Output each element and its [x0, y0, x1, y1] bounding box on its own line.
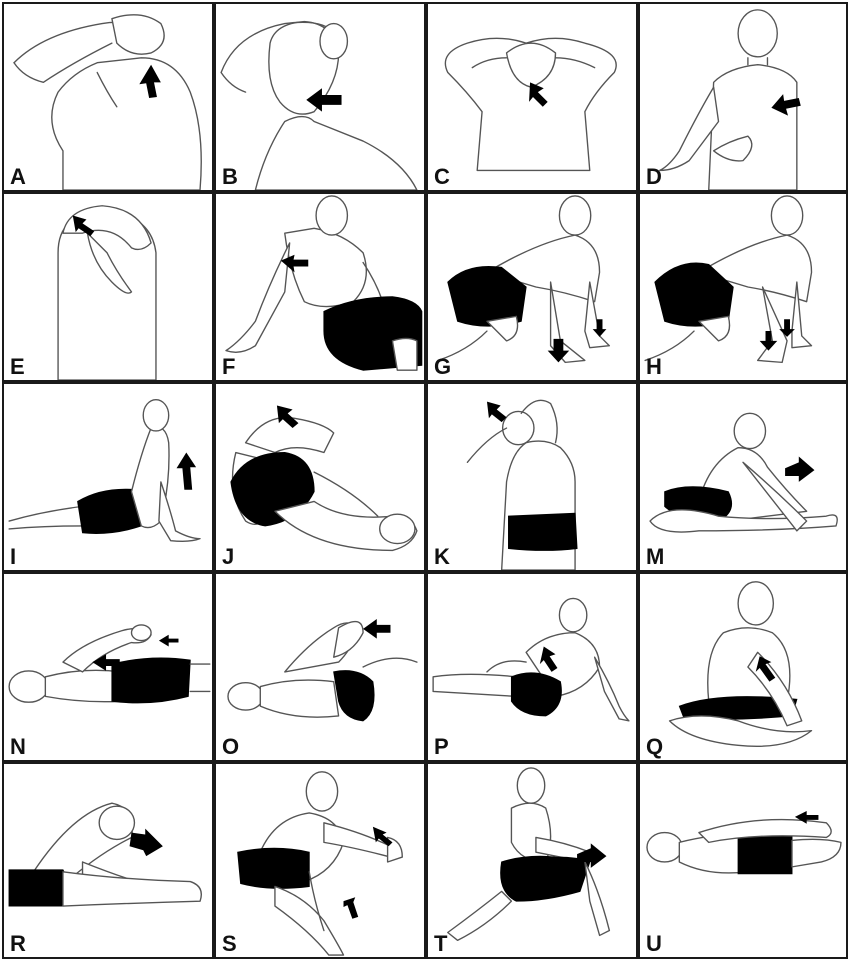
standing-neck-stretch-figure — [466, 399, 578, 570]
panel-label: S — [222, 931, 237, 956]
panel-label: B — [222, 164, 238, 189]
arrow-indicator — [158, 634, 179, 647]
arrow-indicator — [759, 331, 778, 351]
panel-label: J — [222, 544, 235, 569]
panel-label: U — [646, 931, 662, 956]
panel-f: F — [214, 192, 426, 382]
panel-u: U — [638, 762, 848, 959]
panel-p: P — [426, 572, 638, 762]
neck-side-stretch-figure — [220, 20, 418, 190]
panel-n: N — [2, 572, 214, 762]
arrow-indicator — [547, 338, 570, 363]
neck-flexion-stretch-figure — [444, 37, 617, 172]
panel-label: I — [10, 544, 17, 569]
arrow-indicator — [592, 319, 607, 337]
panel-q: Q — [638, 572, 848, 762]
panel-g: G — [426, 192, 638, 382]
arrow-indicator — [755, 656, 776, 682]
panel-label: H — [646, 354, 662, 379]
panel-i: I — [2, 382, 214, 572]
kneeling-forearm-stretch-figure — [644, 195, 813, 364]
panel-k: K — [426, 382, 638, 572]
cobra-stretch-figure — [8, 398, 201, 542]
seated-twist-figure — [432, 597, 630, 722]
panel-label: G — [434, 354, 452, 379]
panel-t: T — [426, 762, 638, 959]
panel-label: O — [222, 734, 240, 759]
seated-chest-stretch-figure — [225, 195, 423, 371]
panel-o: O — [214, 572, 426, 762]
arrow-indicator — [363, 619, 391, 639]
panel-a: A — [2, 2, 214, 192]
arrow-indicator — [486, 401, 507, 423]
panel-m: M — [638, 382, 848, 572]
panel-label: A — [10, 164, 26, 189]
arrow-indicator — [577, 843, 607, 868]
supine-hip-stretch-figure — [230, 405, 418, 552]
panel-label: R — [10, 931, 26, 956]
seated-hamstring-reach-figure — [649, 412, 838, 533]
arrow-indicator — [343, 897, 359, 919]
seated-split-reach-figure — [237, 771, 403, 956]
arrow-indicator — [129, 828, 163, 857]
panel-label: N — [10, 734, 26, 759]
arrow-indicator — [72, 215, 95, 237]
panel-j: J — [214, 382, 426, 572]
arrow-indicator — [539, 646, 558, 672]
arrow-indicator — [779, 319, 795, 337]
panel-d: D — [638, 2, 848, 192]
arrow-indicator — [276, 405, 299, 429]
panel-label: Q — [646, 734, 664, 759]
arrow-indicator — [794, 811, 819, 824]
panel-label: P — [434, 734, 449, 759]
lunge-hip-flexor-stretch-figure — [447, 767, 611, 942]
arrow-indicator — [280, 254, 309, 273]
arrow-indicator — [306, 88, 342, 112]
panel-label: C — [434, 164, 450, 189]
seated-forward-bend-figure — [8, 802, 202, 907]
forearm-stretch-figure — [659, 9, 801, 190]
arrow-indicator — [176, 452, 197, 490]
arrow-indicator — [92, 654, 120, 671]
side-lying-quad-stretch-figure — [646, 811, 842, 875]
panel-e: E — [2, 192, 214, 382]
panel-label: M — [646, 544, 665, 569]
arrow-indicator — [529, 82, 548, 107]
panel-b: B — [214, 2, 426, 192]
panel-c: C — [426, 2, 638, 192]
panel-label: F — [222, 354, 236, 379]
triceps-stretch-figure — [57, 205, 157, 380]
panel-h: H — [638, 192, 848, 382]
arrow-indicator — [785, 456, 815, 482]
panel-label: T — [434, 931, 448, 956]
arrow-indicator — [372, 826, 393, 847]
supine-knee-to-chest-figure — [227, 619, 418, 722]
supine-leg-pull-figure — [8, 624, 211, 704]
overhead-shoulder-stretch-figure — [13, 14, 202, 190]
panel-label: E — [10, 354, 25, 379]
panel-r: R — [2, 762, 214, 959]
kneeling-wrist-stretch-figure — [437, 195, 611, 364]
panel-label: K — [434, 544, 450, 569]
panel-s: S — [214, 762, 426, 959]
panel-label: D — [646, 164, 662, 189]
seated-groin-stretch-figure — [668, 581, 813, 747]
arrow-indicator — [139, 64, 161, 98]
arrow-indicator — [771, 94, 801, 116]
